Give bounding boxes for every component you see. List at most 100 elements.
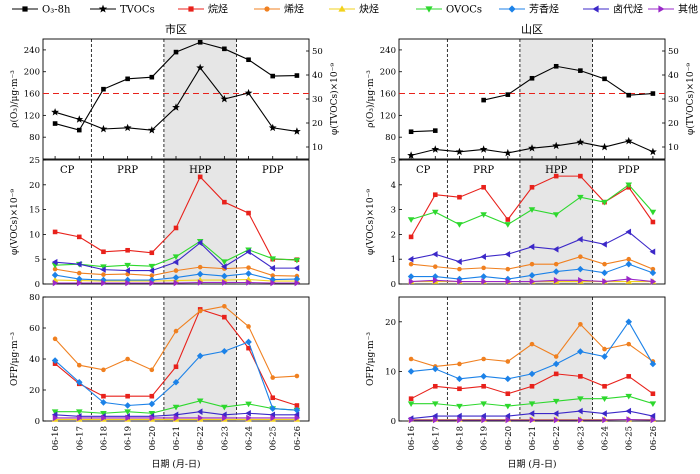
y-right-tick-label: 40 xyxy=(668,71,679,81)
panel-0: 80 120 160 200 240 ρ(O₃)/μg·m⁻³ 10 20 30 40 50 φ(TV… xyxy=(9,38,340,160)
y-tick-label: 200 xyxy=(380,68,396,78)
point-other-06-24 xyxy=(602,416,608,424)
point-TVOCs-06-19 xyxy=(123,123,132,132)
series-TVOCs xyxy=(51,63,301,135)
point-alkene-06-25 xyxy=(270,273,276,278)
panel-3: 0 1 2 3 4 5 φ(VOCs)×10⁻⁹ CP PRP HPP PDP xyxy=(365,156,666,290)
point-aromatic-06-17 xyxy=(75,378,83,386)
point-halo-06-16 xyxy=(51,258,58,266)
point-aromatic-06-23 xyxy=(577,265,584,273)
point-TVOCs-06-26 xyxy=(293,127,301,135)
point-other-06-22 xyxy=(197,279,204,286)
point-alkene-06-21 xyxy=(173,328,179,334)
y-tick-label: 0 xyxy=(35,280,40,290)
point-O3-06-21 xyxy=(529,75,535,81)
legend-label-TVOCs: TVOCs xyxy=(120,5,155,16)
series-alkene xyxy=(408,254,656,272)
y-axis-label: OFP/μg·m⁻³ xyxy=(10,332,20,386)
legend-label-O3: O₃-8h xyxy=(42,5,71,16)
x-tick-label: 06-21 xyxy=(528,426,538,451)
point-halo-06-19 xyxy=(124,267,130,274)
point-aromatic-06-26 xyxy=(649,360,657,368)
point-O3-06-23 xyxy=(222,46,227,52)
x-tick-label: 06-20 xyxy=(504,426,514,451)
point-halo-06-25 xyxy=(269,264,276,272)
point-other-06-18 xyxy=(457,416,463,424)
x-axis-label-left: 日期 (月-日) xyxy=(152,459,201,470)
point-alkene-06-19 xyxy=(481,265,486,271)
point-alkane-06-19 xyxy=(125,247,130,253)
point-ovocs-06-21 xyxy=(528,207,536,213)
point-alkene-06-20 xyxy=(149,367,155,373)
point-alkene-06-22 xyxy=(197,264,203,270)
point-other-06-20 xyxy=(505,416,512,424)
series-halo xyxy=(407,228,656,265)
point-halo-06-25 xyxy=(625,407,632,415)
y-tick-label: 20 xyxy=(29,181,40,191)
legend-label-aromatic: 芳香烃 xyxy=(529,3,559,16)
point-other-06-19 xyxy=(481,278,487,285)
point-halo-06-23 xyxy=(577,236,583,243)
point-other-06-18 xyxy=(101,414,107,422)
x-tick-label: 06-19 xyxy=(480,426,490,451)
point-alkene-06-23 xyxy=(222,304,227,309)
point-alkene-06-24 xyxy=(602,261,607,267)
point-O3-06-25 xyxy=(270,73,276,79)
panels: 80120160200240ρ(O₃)/μg·m⁻³1020304050φ(TV… xyxy=(9,38,696,451)
series-other xyxy=(52,279,301,287)
point-alkane-06-26 xyxy=(650,391,656,397)
y-tick-label: 0 xyxy=(391,417,396,427)
legend-marker-O3 xyxy=(22,6,28,12)
point-ovocs-06-16 xyxy=(51,409,59,415)
panel-1: 80 120 160 200 240 ρ(O₃)/μg·m⁻³ 10 20 30 40 50 φ(TV… xyxy=(365,38,696,160)
point-other-06-26 xyxy=(294,414,301,422)
point-aromatic-06-19 xyxy=(480,373,487,380)
point-halo-06-22 xyxy=(196,239,203,247)
point-alkene-06-25 xyxy=(626,341,632,347)
point-alkene-06-22 xyxy=(197,308,203,314)
point-other-06-22 xyxy=(553,416,560,424)
point-ovocs-06-26 xyxy=(649,209,657,216)
y-tick-label: 80 xyxy=(385,133,396,143)
point-other-06-24 xyxy=(246,414,252,422)
y-tick-label: 1 xyxy=(391,255,396,265)
point-alkane-06-20 xyxy=(149,250,155,256)
point-alkane-06-24 xyxy=(602,383,607,389)
point-alkene-06-19 xyxy=(481,356,486,362)
point-halo-06-16 xyxy=(407,255,414,263)
point-ovocs-06-23 xyxy=(577,396,584,402)
point-aromatic-06-18 xyxy=(100,399,107,406)
x-tick-label: 06-26 xyxy=(293,426,303,451)
point-alkane-06-25 xyxy=(270,395,276,401)
y-tick-label: 120 xyxy=(24,111,40,121)
point-alkane-06-21 xyxy=(529,184,535,190)
point-ovocs-06-16 xyxy=(407,217,415,223)
point-alkene-06-20 xyxy=(149,273,155,278)
point-halo-06-19 xyxy=(480,412,486,420)
x-tick-label: 06-22 xyxy=(552,426,562,451)
point-aromatic-06-19 xyxy=(124,402,131,409)
legend-marker-ovocs xyxy=(425,6,433,13)
point-alkene-06-16 xyxy=(408,356,414,362)
point-O3-06-21 xyxy=(173,49,179,55)
y-tick-label: 2 xyxy=(391,230,396,240)
point-TVOCs-06-23 xyxy=(576,138,585,146)
point-halo-06-23 xyxy=(221,411,227,419)
point-TVOCs-06-18 xyxy=(455,147,464,156)
series-line-O3 xyxy=(411,130,436,133)
point-alkene-06-16 xyxy=(52,266,58,272)
point-halo-06-20 xyxy=(504,250,511,258)
point-O3-06-17 xyxy=(432,128,438,133)
point-ovocs-06-19 xyxy=(480,401,487,407)
point-alkene-06-16 xyxy=(408,261,414,267)
point-aromatic-06-22 xyxy=(552,360,560,368)
y-right-tick-label: 30 xyxy=(668,95,679,105)
point-aromatic-06-16 xyxy=(407,368,415,375)
point-halo-06-18 xyxy=(456,258,462,265)
point-alkane-06-18 xyxy=(457,386,462,392)
point-alkene-06-24 xyxy=(602,346,607,352)
legend-label-other: 其他 xyxy=(678,3,698,16)
y-tick-label: 10 xyxy=(385,367,396,377)
point-alkane-06-16 xyxy=(408,396,414,401)
point-aromatic-06-26 xyxy=(649,269,657,277)
